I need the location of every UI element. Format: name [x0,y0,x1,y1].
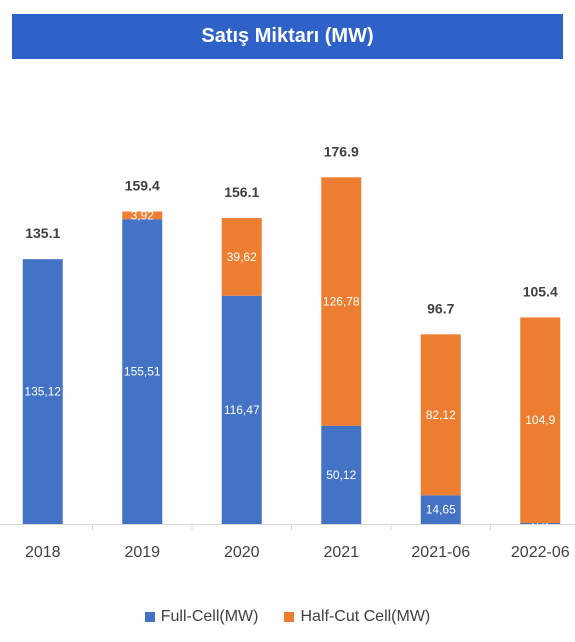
legend-label-half-cut-cell: Half-Cut Cell(MW) [300,608,431,625]
legend-item-half-cut-cell: Half-Cut Cell(MW) [284,608,430,626]
bar-half-cut-cell-2019 [122,211,163,220]
bar-half-cut-cell-2021 [321,177,362,426]
total-label-2022-06: 105.4 [523,283,558,299]
bar-half-cut-cell-2022-06 [520,317,561,524]
bar-full-cell-2021-06 [420,495,461,524]
data-label-half-cut-cell-2022-06: 104,9 [525,413,555,427]
stacked-bar-chart: 135,12 135.1 2018 155,51 3,92 159.4 2019 116,47… [0,143,575,561]
legend-label-full-cell: Full-Cell(MW) [160,608,259,625]
data-label-full-cell-2019: 155,51 [124,365,161,379]
x-tick-label-2020: 2020 [224,544,260,561]
total-label-2021-06: 96.7 [427,300,454,316]
data-label-full-cell-2021: 50,12 [326,468,356,482]
data-label-half-cut-cell-2021-06: 82,12 [426,408,456,422]
bar-full-cell-2018 [22,259,63,524]
legend-swatch-full-cell [144,612,155,622]
total-label-2020: 156.1 [224,184,259,200]
bar-half-cut-cell-2020 [221,218,262,296]
x-tick-label-2019: 2019 [124,544,160,561]
total-label-2019: 159.4 [125,178,160,194]
x-tick-label-2021: 2021 [323,544,359,561]
bar-full-cell-2022-06 [520,523,561,524]
data-label-half-cut-cell-2020: 39,62 [227,250,257,264]
legend-swatch-half-cut-cell [284,612,295,622]
bar-full-cell-2021 [321,425,362,524]
legend-item-full-cell: Full-Cell(MW) [144,608,259,626]
total-label-2021: 176.9 [324,143,359,159]
x-tick-label-2022-06: 2022-06 [511,544,570,561]
data-label-full-cell-2020: 116,47 [224,403,260,417]
x-tick-label-2021-06: 2021-06 [411,544,470,561]
bar-full-cell-2019 [122,219,163,525]
legend: Full-Cell(MW) Half-Cut Cell(MW) [0,608,575,626]
x-tick-label-2018: 2018 [25,544,61,561]
chart-title: Satış Miktarı (MW) [12,14,563,59]
data-label-half-cut-cell-2019: 3,92 [131,208,155,222]
data-label-half-cut-cell-2021: 126,78 [323,295,360,309]
data-label-full-cell-2018: 135,12 [24,385,61,399]
bar-full-cell-2020 [221,295,262,524]
bar-half-cut-cell-2021-06 [420,334,461,496]
data-label-full-cell-2021-06: 14,65 [426,503,456,517]
total-label-2018: 135.1 [25,225,60,241]
